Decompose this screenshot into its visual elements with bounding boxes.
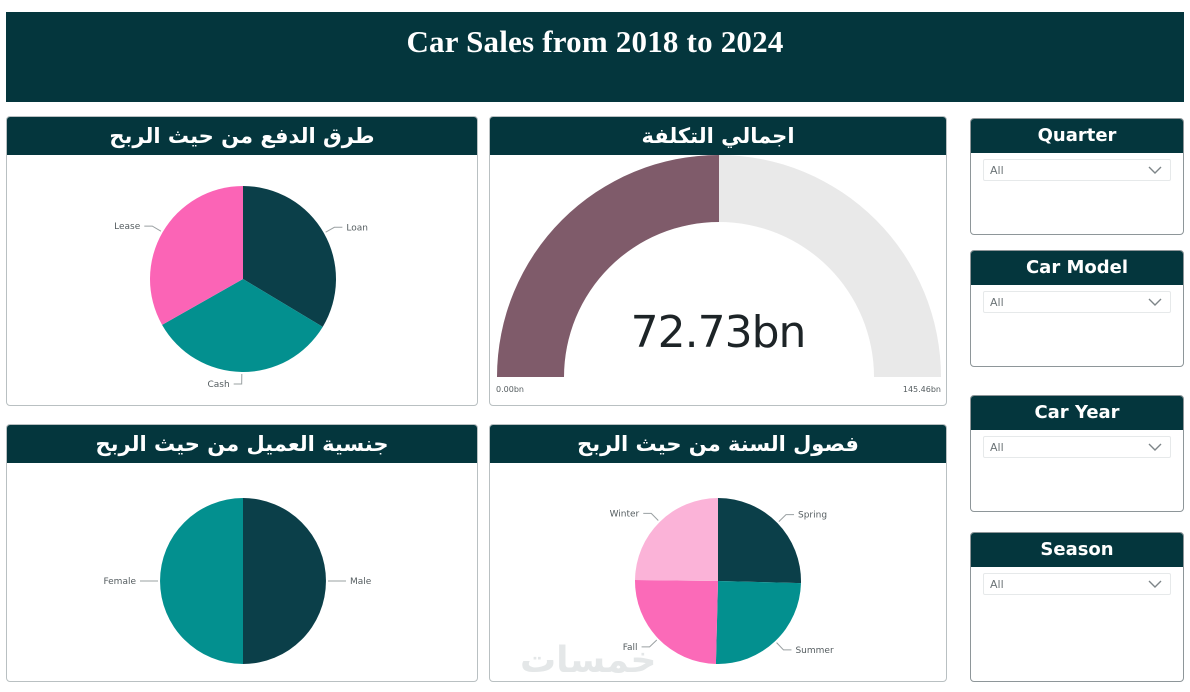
pie-label-summer: Summer bbox=[795, 646, 833, 656]
pie-slice-cash[interactable] bbox=[162, 279, 323, 372]
pie-leader-line bbox=[643, 512, 659, 521]
chevron-down-icon bbox=[1148, 166, 1162, 174]
gauge-max-label: 145.46bn bbox=[902, 385, 941, 394]
slicer-car-year-title: Car Year bbox=[971, 396, 1183, 430]
slicer-quarter: Quarter All bbox=[970, 118, 1184, 235]
pie-label-loan: Loan bbox=[346, 223, 368, 233]
pie-label-cash: Cash bbox=[207, 380, 229, 390]
total-cost-title: اجمالي التكلفة bbox=[490, 117, 946, 155]
pie-leader-line bbox=[325, 226, 343, 233]
quarter-dropdown-value: All bbox=[990, 164, 1004, 177]
pie-slice-male[interactable] bbox=[243, 498, 326, 664]
dashboard-title: Car Sales from 2018 to 2024 bbox=[406, 24, 784, 59]
pie-slice-loan[interactable] bbox=[243, 186, 336, 327]
seasons-pie: Spring Summer Fall Winter bbox=[610, 498, 834, 664]
total-cost-card: اجمالي التكلفة 72.73bn 0.00bn 145.46bn bbox=[489, 116, 947, 406]
chevron-down-icon bbox=[1148, 298, 1162, 306]
gauge-min-label: 0.00bn bbox=[496, 385, 524, 394]
pie-label-spring: Spring bbox=[798, 511, 827, 521]
chevron-down-icon bbox=[1148, 443, 1162, 451]
season-dropdown-value: All bbox=[990, 578, 1004, 591]
seasons-title: فصول السنة من حيث الربح bbox=[490, 425, 946, 463]
pie-leader-line bbox=[144, 225, 162, 232]
pie-leader-line bbox=[776, 642, 792, 651]
pie-slice-winter[interactable] bbox=[635, 498, 718, 581]
slicer-car-year: Car Year All bbox=[970, 395, 1184, 512]
slicer-car-model: Car Model All bbox=[970, 250, 1184, 367]
car-year-dropdown[interactable]: All bbox=[983, 436, 1171, 458]
pie-label-winter: Winter bbox=[610, 509, 640, 519]
pie-label-male: Male bbox=[350, 577, 372, 587]
pie-label-lease: Lease bbox=[114, 222, 141, 232]
pie-leader-line bbox=[641, 639, 658, 648]
pie-slice-fall[interactable] bbox=[635, 579, 718, 664]
pie-leader-line bbox=[233, 373, 243, 385]
gauge-value: 72.73bn bbox=[630, 307, 807, 358]
pie-slice-female[interactable] bbox=[160, 498, 243, 664]
pie-label-female: Female bbox=[103, 577, 136, 587]
car-year-dropdown-value: All bbox=[990, 441, 1004, 454]
payment-methods-pie: Loan Cash Lease bbox=[114, 186, 368, 390]
payment-methods-card: طرق الدفع من حيث الربح Loan Cash Lease bbox=[6, 116, 478, 406]
quarter-dropdown[interactable]: All bbox=[983, 159, 1171, 181]
slicer-quarter-title: Quarter bbox=[971, 119, 1183, 153]
seasons-card: فصول السنة من حيث الربح Spring Summer Fall… bbox=[489, 424, 947, 682]
slicer-car-model-title: Car Model bbox=[971, 251, 1183, 285]
customer-nationality-card: جنسية العميل من حيث الربح Male Female bbox=[6, 424, 478, 682]
pie-leader-line bbox=[778, 514, 795, 523]
customer-nationality-pie: Male Female bbox=[103, 498, 372, 664]
car-model-dropdown-value: All bbox=[990, 296, 1004, 309]
chevron-down-icon bbox=[1148, 580, 1162, 588]
slicer-season: Season All bbox=[970, 532, 1184, 682]
pie-slice-lease[interactable] bbox=[150, 186, 243, 325]
payment-methods-title: طرق الدفع من حيث الربح bbox=[7, 117, 477, 155]
dashboard-header: Car Sales from 2018 to 2024 bbox=[6, 12, 1184, 102]
watermark-logo: خمسات bbox=[520, 640, 657, 681]
season-dropdown[interactable]: All bbox=[983, 573, 1171, 595]
slicer-season-title: Season bbox=[971, 533, 1183, 567]
total-cost-gauge bbox=[497, 155, 941, 377]
pie-slice-spring[interactable] bbox=[718, 498, 801, 584]
customer-nationality-title: جنسية العميل من حيث الربح bbox=[7, 425, 477, 463]
pie-label-fall: Fall bbox=[623, 643, 638, 653]
car-model-dropdown[interactable]: All bbox=[983, 291, 1171, 313]
gauge-fill[interactable] bbox=[497, 155, 719, 377]
pie-slice-summer[interactable] bbox=[715, 581, 801, 664]
